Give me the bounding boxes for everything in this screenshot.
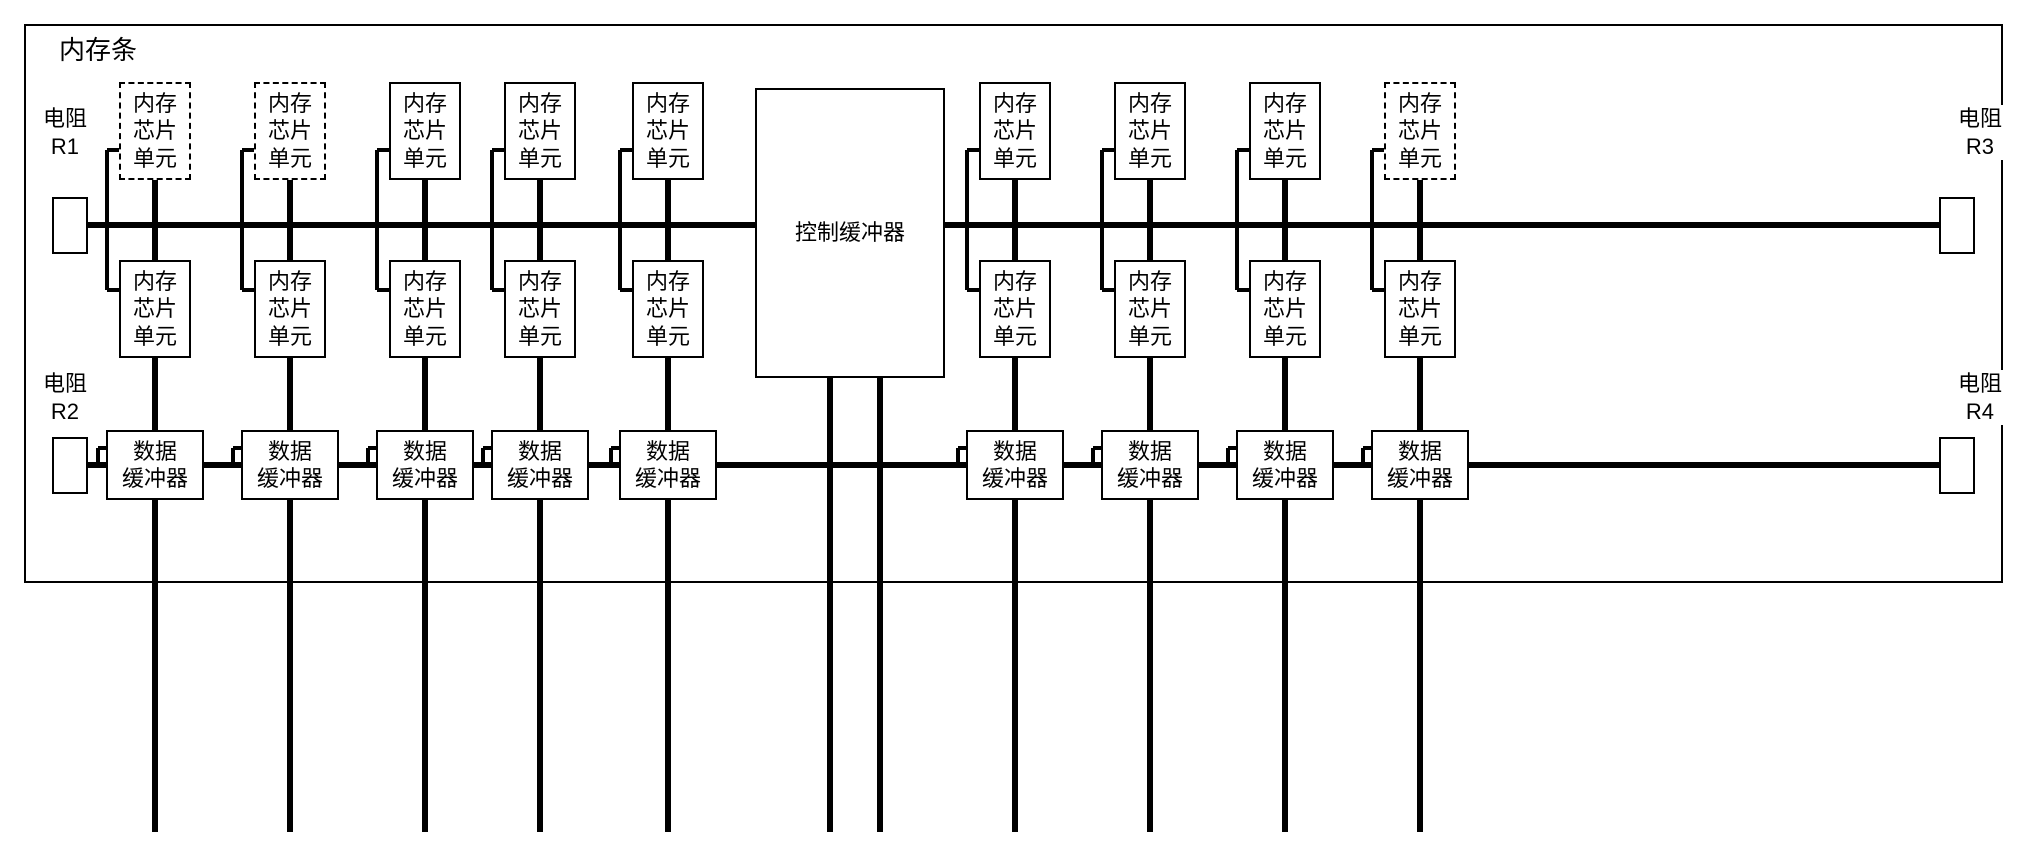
mem-chip-top-5: 内存芯片单元 xyxy=(979,82,1051,180)
data-buffer-2: 数据缓冲器 xyxy=(376,430,474,500)
mem-chip-top-6: 内存芯片单元 xyxy=(1114,82,1186,180)
data-buffer-3: 数据缓冲器 xyxy=(491,430,589,500)
data-buffer-0: 数据缓冲器 xyxy=(106,430,204,500)
mem-chip-bot-4: 内存芯片单元 xyxy=(632,260,704,358)
resistor-label-R4: 电阻R4 xyxy=(1945,370,2015,425)
mem-chip-bot-0: 内存芯片单元 xyxy=(119,260,191,358)
mem-chip-top-1: 内存芯片单元 xyxy=(254,82,326,180)
memory-module-diagram: 内存条电阻R1电阻R2电阻R3电阻R4控制缓冲器内存芯片单元内存芯片单元数据缓冲… xyxy=(20,20,2007,832)
data-buffer-7: 数据缓冲器 xyxy=(1236,430,1334,500)
mem-chip-top-7: 内存芯片单元 xyxy=(1249,82,1321,180)
mem-chip-bot-6: 内存芯片单元 xyxy=(1114,260,1186,358)
diagram-title: 内存条 xyxy=(38,30,158,70)
mem-chip-top-4: 内存芯片单元 xyxy=(632,82,704,180)
mem-chip-bot-7: 内存芯片单元 xyxy=(1249,260,1321,358)
mem-chip-bot-5: 内存芯片单元 xyxy=(979,260,1051,358)
mem-chip-bot-3: 内存芯片单元 xyxy=(504,260,576,358)
mem-chip-top-0: 内存芯片单元 xyxy=(119,82,191,180)
mem-chip-bot-2: 内存芯片单元 xyxy=(389,260,461,358)
mem-chip-top-8: 内存芯片单元 xyxy=(1384,82,1456,180)
mem-chip-bot-8: 内存芯片单元 xyxy=(1384,260,1456,358)
mem-chip-bot-1: 内存芯片单元 xyxy=(254,260,326,358)
resistor-label-R3: 电阻R3 xyxy=(1945,105,2015,160)
resistor-label-R2: 电阻R2 xyxy=(30,370,100,425)
data-buffer-6: 数据缓冲器 xyxy=(1101,430,1199,500)
mem-chip-top-3: 内存芯片单元 xyxy=(504,82,576,180)
mem-chip-top-2: 内存芯片单元 xyxy=(389,82,461,180)
control-buffer: 控制缓冲器 xyxy=(755,88,945,378)
data-buffer-5: 数据缓冲器 xyxy=(966,430,1064,500)
resistor-label-R1: 电阻R1 xyxy=(30,105,100,160)
data-buffer-1: 数据缓冲器 xyxy=(241,430,339,500)
data-buffer-8: 数据缓冲器 xyxy=(1371,430,1469,500)
data-buffer-4: 数据缓冲器 xyxy=(619,430,717,500)
